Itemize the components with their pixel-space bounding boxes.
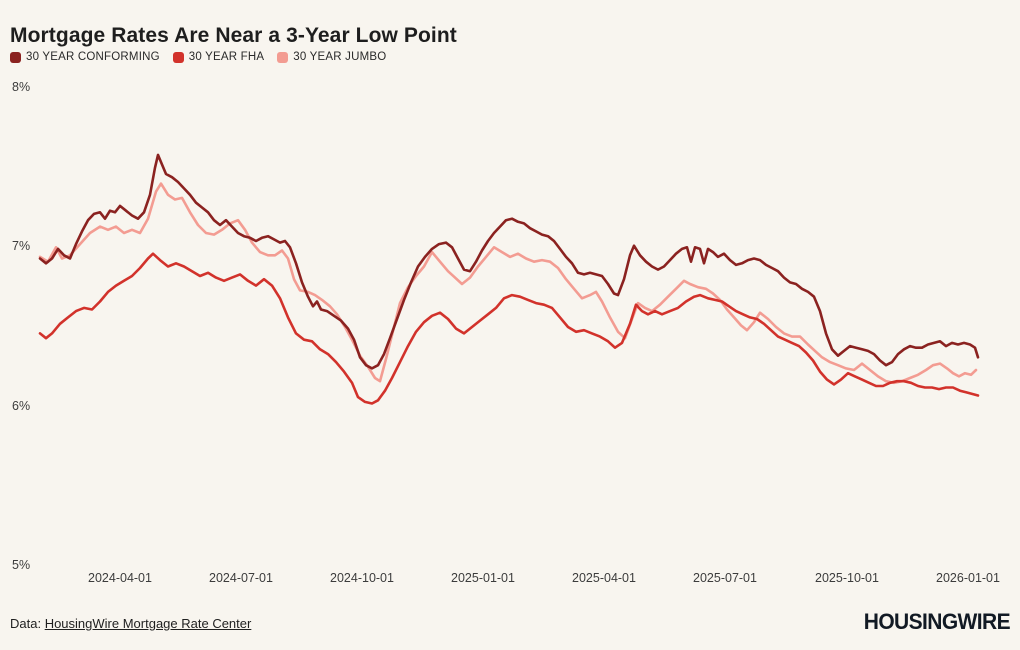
- y-tick-label: 5%: [12, 558, 31, 572]
- source-link[interactable]: HousingWire Mortgage Rate Center: [44, 616, 252, 631]
- x-tick-label: 2025-07-01: [693, 571, 757, 585]
- series-line-30-year-conforming: [38, 153, 980, 370]
- housingwire-logo: HOUSINGWIRE: [863, 610, 1011, 635]
- x-tick-label: 2024-07-01: [209, 571, 273, 585]
- x-tick-label: 2025-04-01: [572, 571, 636, 585]
- x-tick-label: 2024-04-01: [88, 571, 152, 585]
- x-tick-label: 2024-10-01: [330, 571, 394, 585]
- series-line-30-year-jumbo: [38, 182, 978, 385]
- conforming-swatch-icon: [10, 51, 21, 63]
- chart-title: Mortgage Rates Are Near a 3-Year Low Poi…: [10, 24, 457, 48]
- y-tick-label: 8%: [12, 80, 31, 94]
- jumbo-swatch-icon: [277, 51, 289, 63]
- source-note: Data: HousingWire Mortgage Rate Center: [10, 616, 251, 631]
- x-tick-label: 2026-01-01: [936, 571, 1000, 585]
- y-tick-label: 6%: [12, 398, 31, 413]
- y-tick-label: 7%: [12, 239, 31, 254]
- x-tick-label: 2025-10-01: [815, 571, 879, 585]
- legend-label: 30 YEAR FHA: [188, 51, 265, 63]
- legend-item-conforming: 30 YEAR CONFORMING: [10, 51, 160, 63]
- legend-item-jumbo: 30 YEAR JUMBO: [277, 51, 386, 63]
- chart-legend: 30 YEAR CONFORMING 30 YEAR FHA 30 YEAR J…: [10, 51, 386, 63]
- x-tick-label: 2025-01-01: [451, 571, 515, 585]
- series-line-30-year-fha: [38, 252, 980, 405]
- legend-item-fha: 30 YEAR FHA: [172, 51, 265, 63]
- legend-label: 30 YEAR JUMBO: [293, 51, 387, 63]
- source-prefix: Data:: [10, 616, 45, 631]
- legend-label: 30 YEAR CONFORMING: [26, 51, 160, 63]
- fha-swatch-icon: [172, 51, 184, 63]
